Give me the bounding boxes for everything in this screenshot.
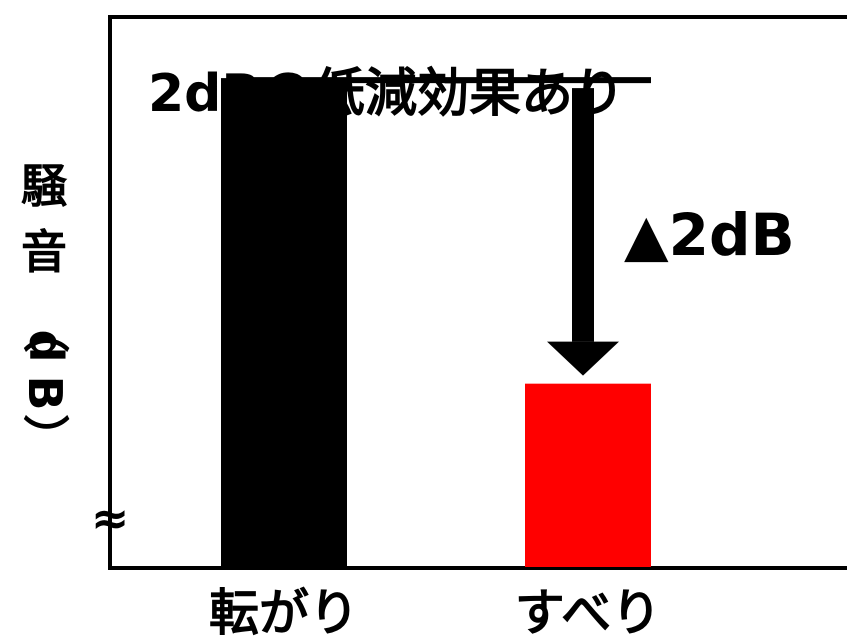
arrow-shaft [572,88,594,342]
chart-title: 2dBの低減効果あり [148,64,625,124]
y-axis-label-char: ） [18,414,72,460]
bars-layer [221,77,651,567]
y-axis-label-char: 音 [21,225,67,279]
y-axis-label-char: d [19,330,73,363]
y-axis-label-char: 騒 [21,159,68,213]
x-tick-label: すべり [515,584,662,639]
y-axis-label: 騒 音 （ d B ） [18,159,73,460]
arrow-head [547,341,619,376]
y-axis-label-char: B [18,375,72,410]
bar [525,383,651,567]
reduction-arrow [547,88,619,376]
bar [221,78,347,567]
reduction-annotation: ▲2dB [624,201,795,269]
axis-break-icon: ≈ [91,491,130,545]
y-axis-label-char: （ [18,307,72,353]
x-tick-label: 転がり [209,584,359,639]
